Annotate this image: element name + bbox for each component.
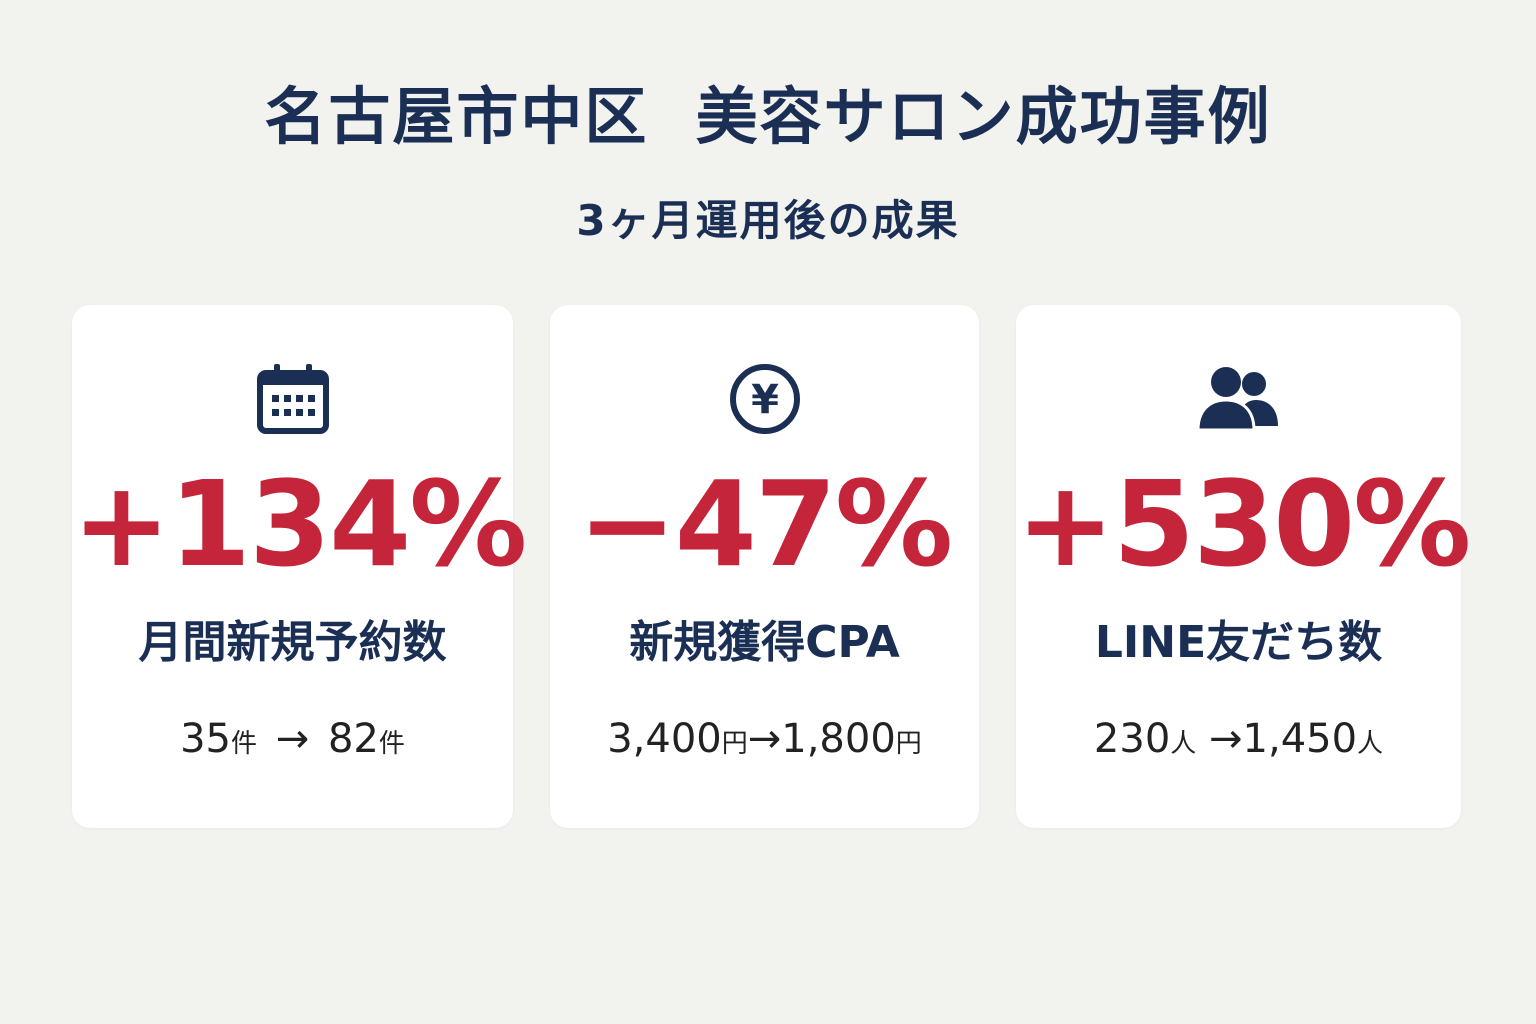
before-unit: 人 bbox=[1170, 729, 1197, 759]
arrow-right: → bbox=[275, 716, 310, 762]
svg-text:¥: ¥ bbox=[751, 377, 779, 423]
users-icon bbox=[1195, 361, 1282, 437]
page-subtitle: 3ヶ月運用後の成果 bbox=[576, 196, 960, 245]
calendar-icon bbox=[250, 361, 336, 437]
before-unit: 円 bbox=[721, 729, 748, 759]
after-unit: 円 bbox=[895, 729, 922, 759]
line-friends-label: LINE友だち数 bbox=[1094, 617, 1383, 668]
after-value: 1,800 bbox=[781, 716, 896, 762]
reservations-before-after: 35件 → 82件 bbox=[72, 715, 513, 763]
before-value: 3,400 bbox=[607, 716, 722, 762]
reservations-label: 月間新規予約数 bbox=[138, 617, 447, 668]
arrow-right: → bbox=[1209, 716, 1243, 762]
cpa-change-percent: −47% bbox=[577, 455, 953, 593]
line-friends-change-percent: +530% bbox=[1016, 455, 1471, 593]
cpa-label: 新規獲得CPA bbox=[629, 617, 900, 668]
after-value: 1,450 bbox=[1242, 716, 1358, 762]
result-card-line-friends: +530% LINE友だち数 230人 →1,450人 bbox=[1016, 305, 1471, 828]
yen-icon: ¥ bbox=[722, 361, 808, 437]
line-friends-before-after: 230人 →1,450人 bbox=[1016, 715, 1461, 763]
page-title: 名古屋市中区 美容サロン成功事例 bbox=[264, 80, 1272, 153]
before-value: 230 bbox=[1093, 716, 1171, 762]
arrow-right: → bbox=[747, 716, 782, 762]
cpa-before-after: 3,400円→1,800円 bbox=[550, 715, 979, 763]
after-unit: 人 bbox=[1357, 729, 1384, 759]
after-unit: 件 bbox=[378, 729, 405, 759]
after-value: 82 bbox=[327, 716, 379, 762]
reservations-change-percent: +134% bbox=[72, 455, 527, 593]
before-value: 35 bbox=[180, 716, 231, 762]
before-unit: 件 bbox=[231, 729, 258, 759]
result-card-cpa: ¥ −47% 新規獲得CPA 3,400円→1,800円 bbox=[550, 305, 979, 828]
result-card-reservations: +134% 月間新規予約数 35件 → 82件 bbox=[72, 305, 527, 828]
